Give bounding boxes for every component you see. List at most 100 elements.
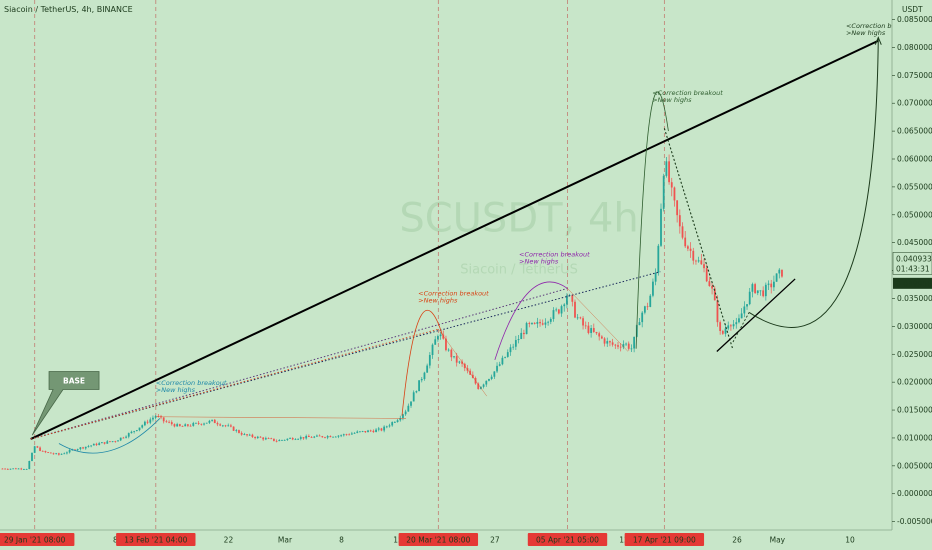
candle-body — [738, 318, 740, 323]
x-tick-label: 22 — [224, 536, 234, 545]
annotation-5-line2: >New highs — [846, 29, 886, 37]
candle-body — [418, 380, 420, 392]
candle-body — [630, 348, 633, 350]
candle-body — [627, 343, 630, 349]
candle-body — [60, 453, 63, 455]
y-tick-label: 0.085000 — [897, 15, 932, 24]
candle-body — [767, 283, 770, 285]
x-tick-label: 8 — [113, 536, 118, 545]
candle-body — [17, 468, 20, 470]
candle-body — [506, 352, 509, 357]
candle-body — [544, 322, 547, 325]
candle-body — [673, 187, 676, 201]
plot-area — [0, 0, 892, 530]
candle-body — [528, 323, 531, 324]
candle-body — [251, 434, 254, 437]
candle-body — [498, 364, 501, 366]
candle-body — [590, 328, 593, 333]
candle-body — [557, 309, 560, 314]
candle-body — [458, 361, 461, 363]
candle-body — [721, 330, 724, 334]
candle-body — [149, 419, 152, 423]
annotation-5: <Correction breakout — [846, 22, 917, 30]
chart-title: Siacoin / TetherUS, 4h, BINANCE — [4, 5, 133, 14]
candle-body — [501, 357, 504, 365]
arc-base-correction — [58, 418, 161, 454]
candle-body — [369, 430, 372, 432]
dotted-trendline-red — [30, 328, 439, 440]
watermark-symbol: SCUSDT, 4h — [399, 196, 638, 242]
x-tick-label: 26 — [732, 536, 742, 545]
candle-body — [415, 391, 418, 393]
candle-body — [133, 431, 136, 432]
candle-body — [514, 340, 517, 347]
candle-body — [31, 452, 33, 461]
candle-body — [297, 438, 300, 440]
candle-body — [63, 453, 66, 455]
candle-body — [684, 237, 687, 247]
candle-body — [525, 323, 528, 335]
candle-body — [264, 438, 267, 440]
candle-body — [617, 345, 619, 347]
y-tick-label: 0.045000 — [897, 238, 932, 247]
candle-body — [660, 208, 662, 246]
x-tick-highlight — [527, 533, 608, 546]
candle-body — [203, 423, 205, 425]
y-tick-label: -0.005000 — [897, 517, 932, 526]
candle-body — [439, 334, 442, 337]
candle-body — [649, 295, 652, 307]
candle-body — [541, 323, 544, 325]
candle-body — [539, 321, 541, 324]
candle-body — [385, 426, 388, 428]
candle-body — [359, 431, 361, 433]
candle-body — [391, 422, 394, 426]
candle-body — [267, 438, 270, 439]
arc-april-peak — [635, 91, 669, 349]
candle-body — [547, 321, 550, 323]
countdown-timer: 01:43:31 — [896, 264, 930, 273]
y-tick-label: 0.055000 — [897, 182, 932, 191]
candle-body — [652, 281, 654, 296]
candle-body — [178, 424, 181, 427]
candle-body — [420, 379, 423, 381]
candle-body — [286, 438, 289, 440]
candle-body — [536, 321, 539, 324]
candle-body — [622, 344, 625, 348]
x-tick-highlight — [116, 533, 196, 546]
last-price-label: 0.039956 — [896, 279, 932, 288]
candle-body — [676, 200, 679, 216]
candle-body — [450, 349, 453, 358]
arc-april-breakout — [494, 281, 568, 360]
candle-body — [348, 434, 351, 436]
candle-body — [700, 260, 703, 265]
candle-body — [283, 439, 286, 441]
last-price-tag — [893, 277, 932, 289]
candle-body — [84, 446, 87, 449]
candle-body — [235, 430, 238, 431]
candle-body — [208, 420, 211, 423]
candle-body — [436, 336, 439, 340]
candle-body — [531, 322, 533, 324]
y-tick-label: 0.015000 — [897, 406, 932, 415]
candle-body — [324, 437, 326, 439]
candle-body — [1, 468, 4, 470]
candle-body — [39, 447, 41, 451]
candle-body — [361, 430, 364, 432]
candle-body — [485, 380, 488, 385]
annotation-4-line2: >New highs — [652, 96, 692, 104]
candle-body — [192, 423, 195, 426]
candle-body — [173, 424, 176, 427]
candle-body — [410, 401, 412, 406]
support-trendline — [716, 278, 796, 352]
candle-body — [657, 245, 660, 273]
candle-body — [431, 344, 434, 356]
candle-body — [377, 428, 380, 430]
candle-body — [146, 421, 149, 423]
candle-body — [326, 436, 329, 438]
candle-body — [533, 322, 536, 324]
candle-body — [579, 317, 582, 319]
candle-body — [595, 331, 598, 334]
candle-body — [592, 328, 595, 332]
candle-body — [109, 441, 111, 443]
